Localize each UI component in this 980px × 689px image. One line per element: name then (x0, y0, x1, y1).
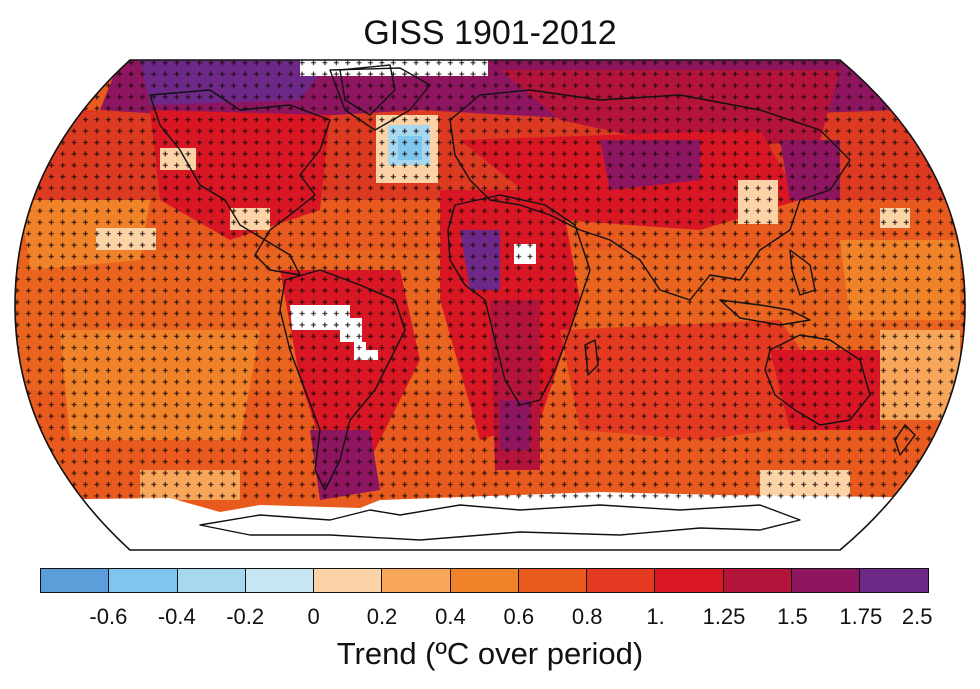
colorbar-tick-label: 1.5 (777, 604, 808, 629)
colorbar-tick-label: 0 (307, 604, 320, 629)
colorbar-tick-label: 1. (646, 604, 665, 629)
colorbar-tick-label: 0.4 (435, 604, 466, 629)
map-title: GISS 1901-2012 (363, 14, 617, 52)
colorbar-swatch (109, 569, 178, 592)
colorbar-swatch (177, 569, 246, 592)
colorbar-tick-label: 2.5 (901, 604, 933, 629)
colorbar-swatch (791, 569, 860, 592)
colorbar (40, 568, 930, 593)
colorbar-tick-label: -0.2 (226, 604, 265, 629)
colorbar-tick-label: -0.6 (89, 604, 128, 629)
globe-outline (14, 59, 966, 551)
trend-map (14, 59, 966, 551)
colorbar-swatch (314, 569, 383, 592)
colorbar-tick-label: 0.2 (366, 604, 398, 629)
colorbar-swatch (655, 569, 724, 592)
map-field (15, 60, 965, 550)
colorbar-swatch (450, 569, 519, 592)
colorbar-tick-label: 0.6 (503, 604, 535, 629)
colorbar-swatch (723, 569, 792, 592)
coastlines (149, 64, 916, 541)
colorbar-swatch (382, 569, 451, 592)
colorbar-tick-label: -0.4 (157, 604, 196, 629)
colorbar-tick-label: 1.75 (839, 604, 883, 629)
colorbar-label: Trend (ºC over period) (336, 636, 644, 671)
colorbar-swatch (860, 569, 929, 592)
colorbar-swatch (41, 569, 110, 592)
colorbar-tick-label: 0.8 (571, 604, 603, 629)
colorbar-swatch (518, 569, 587, 592)
colorbar-swatch (245, 569, 314, 592)
colorbar-tick-label: 1.25 (702, 604, 746, 629)
colorbar-swatch (587, 569, 656, 592)
